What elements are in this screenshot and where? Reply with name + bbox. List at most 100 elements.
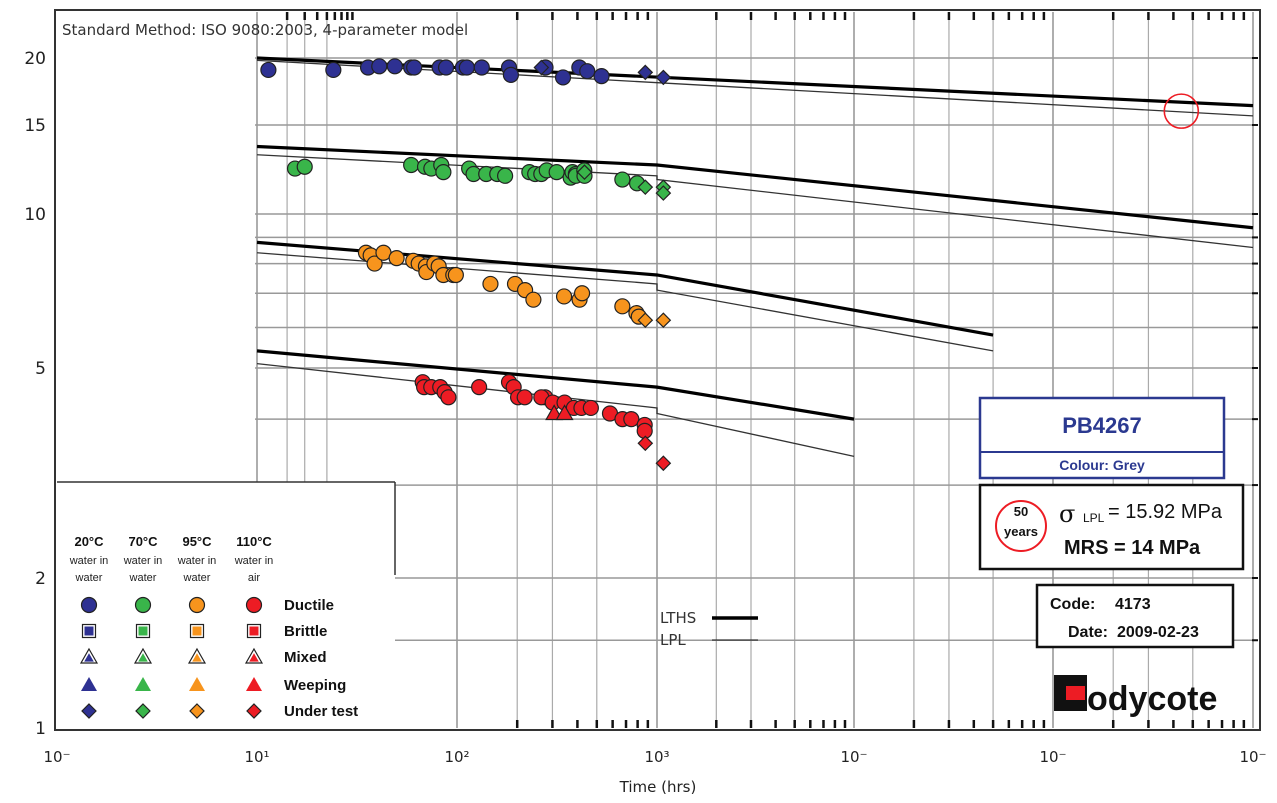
ductile-point bbox=[366, 255, 383, 272]
legend-temp-heading: 110°C bbox=[236, 534, 272, 549]
chart-title: Standard Method: ISO 9080:2003, 4-parame… bbox=[62, 21, 468, 39]
logo-text: odycote bbox=[1087, 680, 1217, 718]
years-circle bbox=[995, 500, 1047, 552]
lths-line bbox=[256, 349, 855, 421]
ductile-point bbox=[386, 58, 403, 75]
lpl-value: = 15.92 MPa bbox=[1108, 501, 1223, 523]
legend-marker bbox=[134, 596, 152, 614]
x-tick-label: 10² bbox=[444, 748, 469, 766]
left-upper-mask bbox=[57, 12, 255, 482]
legend-marker-inner bbox=[138, 626, 148, 636]
ductile-point bbox=[260, 61, 277, 79]
lths-line bbox=[256, 144, 1254, 230]
legend-marker bbox=[189, 703, 205, 719]
ductile-point bbox=[473, 59, 490, 76]
code-box bbox=[1035, 583, 1235, 649]
legend-background bbox=[57, 482, 395, 728]
x-tick-label: 10⁻ bbox=[1039, 748, 1066, 766]
legend-medium-line1: water in bbox=[69, 555, 109, 567]
sample-colour: Colour: Grey bbox=[1059, 457, 1145, 473]
legend-marker bbox=[246, 677, 262, 691]
legend-marker-inner bbox=[84, 626, 94, 636]
ductile-point bbox=[593, 68, 610, 85]
legend-mode-label: Weeping bbox=[284, 677, 346, 694]
legend-marker bbox=[81, 703, 97, 719]
ductile-point bbox=[458, 59, 475, 76]
under-test-point bbox=[637, 435, 654, 452]
ductile-point bbox=[554, 69, 572, 86]
line-legend: LTHS LPL bbox=[660, 609, 758, 649]
under-test-point bbox=[637, 64, 654, 81]
legend-medium-line2: water bbox=[75, 572, 103, 584]
legend-marker-inner bbox=[138, 653, 148, 662]
ductile-point bbox=[437, 59, 455, 76]
mixed-point bbox=[555, 404, 574, 421]
ductile-point bbox=[435, 164, 452, 181]
x-tick-label: 10¹ bbox=[244, 748, 269, 766]
marker-legend: 20°C water in water 70°C water in water 95°C wa… bbox=[57, 481, 396, 728]
sample-panel: PB4267 Colour: Grey bbox=[978, 396, 1226, 480]
ductile-point bbox=[371, 58, 388, 75]
legend-marker bbox=[135, 677, 151, 691]
lpl-subscript: LPL bbox=[1083, 511, 1105, 525]
ductile-point bbox=[548, 164, 565, 181]
x-tick-labels: 10⁻ 10¹ 10² 10³ 10⁻ 10⁻ 10⁻ bbox=[43, 748, 1266, 766]
x-tick-label: 10⁻ bbox=[1239, 748, 1266, 766]
under-test-point bbox=[655, 312, 672, 329]
sample-name: PB4267 bbox=[1062, 413, 1142, 438]
ductile-point bbox=[573, 285, 591, 302]
ductile-point bbox=[482, 275, 499, 293]
legend-marker bbox=[245, 596, 263, 614]
ductile-point bbox=[525, 291, 542, 308]
legend-medium-line1: water in bbox=[123, 555, 163, 567]
mrs-value: MRS = 14 MPa bbox=[1064, 537, 1201, 559]
y-tick-label: 10 bbox=[24, 205, 46, 225]
years-word: years bbox=[1004, 524, 1038, 539]
ductile-point bbox=[471, 379, 488, 396]
legend-marker bbox=[246, 703, 262, 719]
lths-legend-label: LTHS bbox=[660, 609, 696, 627]
logo-red-mark bbox=[1066, 686, 1085, 700]
legend-mode-label: Mixed bbox=[284, 649, 327, 666]
legend-temp-heading: 95°C bbox=[182, 534, 212, 549]
ductile-point bbox=[582, 399, 599, 417]
x-tick-label: 10³ bbox=[644, 748, 669, 766]
legend-marker bbox=[80, 596, 98, 614]
y-tick-labels: 20 15 10 5 2 1 bbox=[24, 49, 46, 739]
data-points bbox=[260, 58, 1200, 472]
legend-medium-line2: water bbox=[129, 572, 157, 584]
x-tick-label: 10⁻ bbox=[840, 748, 867, 766]
legend-temp-heading: 70°C bbox=[128, 534, 158, 549]
legend-marker bbox=[188, 596, 206, 614]
lpl-line bbox=[256, 362, 855, 458]
ductile-point bbox=[403, 156, 420, 174]
legend-mode-label: Under test bbox=[284, 703, 358, 720]
legend-marker-inner bbox=[84, 653, 94, 662]
ductile-point bbox=[440, 389, 457, 406]
legend-medium-line2: water bbox=[183, 572, 211, 584]
legend-marker bbox=[189, 677, 205, 691]
legend-medium-line1: water in bbox=[234, 555, 274, 567]
legend-temp-heading: 20°C bbox=[74, 534, 104, 549]
years-number: 50 bbox=[1014, 504, 1028, 519]
legend-mode-label: Brittle bbox=[284, 623, 327, 640]
legend-marker-inner bbox=[249, 653, 259, 662]
code-label: Code: bbox=[1050, 596, 1095, 613]
date-value: 2009-02-23 bbox=[1117, 624, 1199, 641]
lths-line bbox=[256, 56, 1254, 108]
sample-box bbox=[978, 396, 1226, 480]
ductile-point bbox=[447, 266, 464, 284]
y-tick-label: 1 bbox=[35, 719, 46, 739]
ductile-point bbox=[325, 61, 342, 79]
under-test-point bbox=[655, 455, 672, 472]
code-panel: Code: 4173 Date: 2009-02-23 bbox=[1035, 583, 1235, 649]
code-value: 4173 bbox=[1115, 596, 1151, 613]
ductile-point bbox=[614, 171, 631, 188]
lpl-line bbox=[256, 154, 1254, 249]
under-test-point bbox=[637, 312, 654, 329]
sigma-symbol: σ bbox=[1059, 500, 1075, 528]
under-test-point bbox=[576, 164, 593, 181]
legend-marker-inner bbox=[192, 626, 202, 636]
ductile-point bbox=[502, 66, 520, 84]
